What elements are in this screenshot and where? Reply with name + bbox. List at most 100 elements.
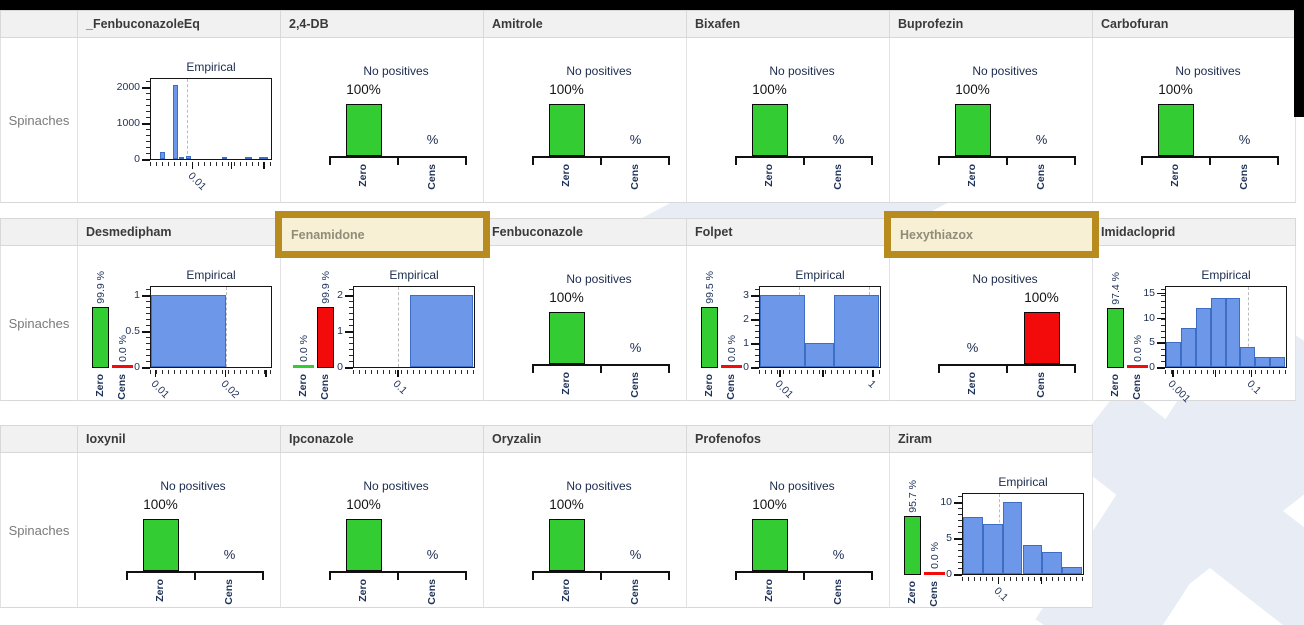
panel-Desmedipham[interactable]: Empirical 99.9 % Zero 0.0 % Cens 0 0.5 1 0.01 0.0… <box>78 246 281 401</box>
panel-2,4-DB[interactable]: No positives 100%% Zero Cens <box>281 38 484 203</box>
zero-percent-label: 95.7 % <box>906 480 919 514</box>
y-tick <box>1157 292 1165 295</box>
column-header-_FenbuconazoleEq[interactable]: _FenbuconazoleEq <box>78 10 281 38</box>
panel-Oryzalin[interactable]: No positives 100%% Zero Cens <box>484 453 687 608</box>
y-tick-label: 0 <box>134 153 140 165</box>
column-header-label: Carbofuran <box>1101 17 1169 31</box>
highlight-box-fenamidone: Fenamidone <box>275 211 490 258</box>
x-tick-label: 0.02 <box>218 378 242 401</box>
category-label-cens: Cens <box>222 579 235 605</box>
zero-percentage-bar <box>751 104 788 156</box>
column-header-Amitrole[interactable]: Amitrole <box>484 10 687 38</box>
histogram-bar <box>1022 545 1043 574</box>
y-tick <box>954 502 962 504</box>
x-axis <box>532 156 670 158</box>
histogram-bar <box>805 343 834 367</box>
category-label-zero: Zero <box>153 579 166 602</box>
corner-cell <box>0 425 78 453</box>
category-label-cens: Cens <box>628 579 641 605</box>
panel-Carbofuran[interactable]: No positives 100%% Zero Cens <box>1093 38 1296 203</box>
panel-Fenbuconazole[interactable]: No positives 100%% Zero Cens <box>484 246 687 401</box>
panel-title: No positives <box>363 479 429 493</box>
panel-_FenbuconazoleEq[interactable]: Empirical 0 1000 2000 0.01 <box>78 38 281 203</box>
column-header-Carbofuran[interactable]: Carbofuran <box>1093 10 1296 38</box>
x-tick <box>191 161 194 169</box>
category-label-zero: Zero <box>356 579 369 602</box>
panel-Ioxynil[interactable]: No positives 100%% Zero Cens <box>78 453 281 608</box>
column-header-Imidacloprid[interactable]: Imidacloprid <box>1093 218 1296 246</box>
histogram-plot-area <box>354 287 474 367</box>
x-axis <box>735 571 873 573</box>
column-header-Buprofezin[interactable]: Buprofezin <box>890 10 1093 38</box>
panel-title: No positives <box>566 64 632 78</box>
histogram-bar <box>1002 502 1023 574</box>
zero-mini-slot: 95.7 % <box>904 453 921 575</box>
panel-title: Empirical <box>389 268 439 282</box>
column-header-Ziram[interactable]: Ziram <box>890 425 1093 453</box>
panel-Hexythiazox[interactable]: No positives 100%% Zero Cens <box>890 246 1093 401</box>
column-header-Oryzalin[interactable]: Oryzalin <box>484 425 687 453</box>
column-header-label: Oryzalin <box>492 432 542 446</box>
panel-Ipconazole[interactable]: No positives 100%% Zero Cens <box>281 453 484 608</box>
column-header-Bixafen[interactable]: Bixafen <box>687 10 890 38</box>
panel-Ziram[interactable]: Empirical 95.7 % Zero 0.0 % Cens 0 5 10 0.1 <box>890 453 1093 608</box>
row-label[interactable]: Spinaches <box>0 246 78 401</box>
bar-value-label: 100% <box>549 82 584 97</box>
panel-Amitrole[interactable]: No positives 100%% Zero Cens <box>484 38 687 203</box>
y-tick <box>1157 367 1165 369</box>
y-tick-label: 0.5 <box>125 325 140 338</box>
column-header-Ipconazole[interactable]: Ipconazole <box>281 425 484 453</box>
y-tick <box>142 123 150 125</box>
y-tick <box>751 343 759 345</box>
panel-Fenamidone[interactable]: Empirical 0.0 % Zero 99.9 % Cens 0 1 2 0.1 <box>281 246 484 401</box>
x-tick <box>668 573 670 580</box>
dashed-gridline <box>1248 287 1250 367</box>
x-tick <box>1074 366 1076 373</box>
category-label-zero: Zero <box>965 372 978 395</box>
histogram-bar <box>186 155 191 159</box>
zero-bar <box>701 306 718 368</box>
row-label[interactable]: Spinaches <box>0 453 78 608</box>
column-header-2,4-DB[interactable]: 2,4-DB <box>281 10 484 38</box>
category-label-cens: Cens <box>628 372 641 398</box>
y-tick <box>751 319 759 321</box>
category-label-cens: Cens <box>116 374 128 400</box>
x-tick <box>265 369 267 377</box>
table-body-row: Spinaches Empirical 0 1000 2000 0.01 No positi… <box>0 38 1296 203</box>
corner-cell <box>0 10 78 38</box>
y-tick <box>1157 317 1165 320</box>
histogram-bar <box>151 295 226 367</box>
panel-title: Empirical <box>795 268 845 282</box>
table-body-row: Spinaches Empirical 99.9 % Zero 0.0 % Cens 0 0.… <box>0 246 1296 405</box>
zero-mini-slot: 99.9 % <box>92 246 109 368</box>
x-tick <box>329 573 331 580</box>
column-header-Desmedipham[interactable]: Desmedipham <box>78 218 281 246</box>
x-tick <box>465 158 467 165</box>
column-header-Ioxynil[interactable]: Ioxynil <box>78 425 281 453</box>
column-header-label: Profenofos <box>695 432 761 446</box>
column-header-Folpet[interactable]: Folpet <box>687 218 890 246</box>
category-label-zero: Zero <box>297 374 309 397</box>
dashed-gridline <box>225 287 227 367</box>
panel-Profenofos[interactable]: No positives 100%% Zero Cens <box>687 453 890 608</box>
panel-Buprofezin[interactable]: No positives 100%% Zero Cens <box>890 38 1093 203</box>
column-header-Fenbuconazole[interactable]: Fenbuconazole <box>484 218 687 246</box>
x-tick <box>668 158 670 165</box>
panel-Imidacloprid[interactable]: Empirical 97.4 % Zero 0.0 % Cens 0 5 10 15 0.001 0… <box>1093 246 1296 405</box>
x-tick <box>154 369 157 377</box>
row-label[interactable]: Spinaches <box>0 38 78 203</box>
x-minor-ticks <box>150 161 272 166</box>
zero-percentage-bar <box>548 312 585 364</box>
x-tick <box>1040 576 1043 584</box>
x-tick <box>532 573 534 580</box>
bar-value-label: 100% <box>1158 82 1193 97</box>
x-tick <box>263 161 265 169</box>
histogram-plot-area <box>963 494 1083 574</box>
category-label-zero: Zero <box>559 164 572 187</box>
percent-axis-label: % <box>629 340 642 355</box>
x-tick <box>262 573 264 580</box>
histogram-plot <box>150 78 272 160</box>
panel-Folpet[interactable]: Empirical 99.5 % Zero 0.0 % Cens 0 1 2 3 0.01 1 <box>687 246 890 401</box>
panel-Bixafen[interactable]: No positives 100%% Zero Cens <box>687 38 890 203</box>
column-header-Profenofos[interactable]: Profenofos <box>687 425 890 453</box>
